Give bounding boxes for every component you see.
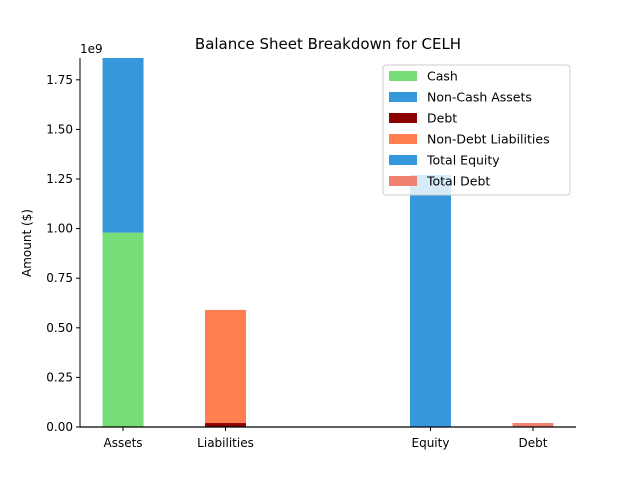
bars-group: [102, 58, 554, 427]
y-tick-label: 1.50: [46, 122, 73, 136]
legend-swatch-total-equity: [389, 155, 417, 165]
legend: Cash Non-Cash Assets Debt Non-Debt Liabilit…: [382, 64, 571, 196]
legend-swatch-non-cash-assets: [389, 92, 417, 102]
legend-label-cash: Cash: [427, 69, 458, 84]
bar-total-debt-debt: [512, 423, 554, 427]
y-tick-label: 1.25: [46, 172, 73, 186]
chart-title: Balance Sheet Breakdown for CELH: [195, 35, 461, 53]
x-tick-label-debt: Debt: [518, 436, 547, 450]
bar-non-debt-liabilities-liabilities: [205, 309, 247, 424]
y-axis-label: Amount ($): [20, 209, 34, 277]
legend-label-total-equity: Total Equity: [426, 153, 500, 168]
y-tick-label: 0.50: [46, 321, 73, 335]
bar-cash-assets: [102, 232, 144, 427]
legend-label-total-debt: Total Debt: [426, 174, 490, 189]
bar-non-cash-assets-assets: [102, 58, 144, 233]
x-tick-label-liabilities: Liabilities: [197, 436, 254, 450]
x-tick-label-assets: Assets: [104, 436, 143, 450]
y-tick-label: 0.75: [46, 271, 73, 285]
legend-label-debt: Debt: [427, 111, 457, 126]
y-tick-label: 1.00: [46, 222, 73, 236]
y-axis-exponent-label: 1e9: [80, 42, 103, 56]
legend-swatch-total-debt: [389, 176, 417, 186]
y-tick-label: 0.00: [46, 420, 73, 434]
y-tick-label: 1.75: [46, 73, 73, 87]
bar-debt-liabilities: [205, 423, 247, 427]
legend-swatch-cash: [389, 71, 417, 81]
legend-swatch-debt: [389, 113, 417, 123]
y-tick-label: 0.25: [46, 370, 73, 384]
legend-label-non-cash-assets: Non-Cash Assets: [427, 90, 532, 105]
legend-frame: [382, 64, 571, 196]
x-tick-label-equity: Equity: [412, 436, 450, 450]
legend-swatch-non-debt-liabilities: [389, 134, 417, 144]
legend-label-non-debt-liabilities: Non-Debt Liabilities: [427, 132, 550, 147]
bar-total-equity-equity: [409, 175, 451, 427]
axes-group: 0.00 0.25 0.50 0.75 1.00 1.25 1.50 1.75 Assets Li…: [46, 58, 576, 450]
